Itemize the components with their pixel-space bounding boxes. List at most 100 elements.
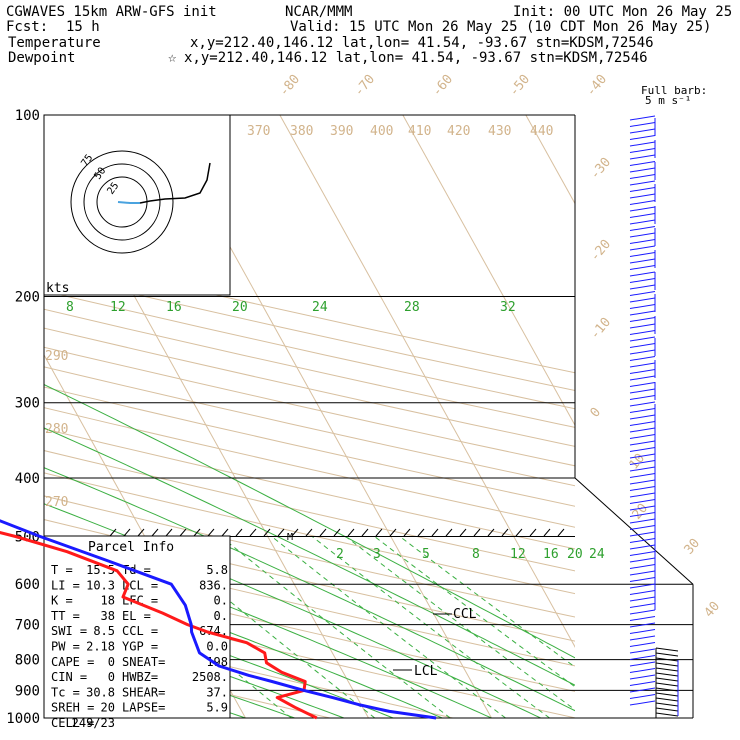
- hatch-mark: [375, 528, 383, 537]
- dry-adiabat: [44, 255, 575, 374]
- mixing-ratio-line: [271, 536, 506, 718]
- wind-barb-low: [655, 697, 679, 702]
- hatch-mark: [137, 528, 145, 537]
- isotherm-line: [279, 115, 575, 648]
- legend-dewpoint-symbol: ☆: [168, 50, 177, 66]
- wind-barb: [629, 135, 656, 140]
- wind-barb-low: [655, 712, 679, 717]
- hatch-mark: [487, 528, 495, 537]
- wind-barb: [629, 213, 656, 218]
- mixing-ratio-label-lower: 5: [422, 547, 430, 562]
- hatch-mark: [123, 528, 131, 537]
- wind-barb: [629, 453, 656, 459]
- wind-barb: [629, 304, 656, 309]
- wind-barb: [629, 401, 656, 407]
- isotherm-line: [402, 115, 575, 427]
- hatch-mark: [235, 528, 243, 537]
- parcel-row-label: PW =: [51, 640, 80, 654]
- mixing-ratio-label-upper: 16: [166, 300, 182, 315]
- parcel-row-label: CCL =: [122, 624, 158, 638]
- model-title: CGWAVES 15km ARW-GFS init: [6, 4, 217, 20]
- pressure-tick-400: 400: [15, 471, 40, 487]
- hatch-mark: [151, 528, 159, 537]
- wind-barb: [629, 174, 656, 179]
- hatch-mark: [389, 528, 397, 537]
- mixing-ratio-line: [345, 536, 575, 711]
- dry-adiabat: [44, 308, 575, 428]
- parcel-row-label: CAPE =: [51, 655, 94, 669]
- wind-barb: [629, 258, 656, 264]
- wind-barb: [629, 473, 656, 478]
- dry-adiabat: [44, 450, 575, 572]
- hodograph-trace-low: [117, 201, 140, 204]
- theta-label-top: 430: [488, 124, 511, 139]
- hatch-mark: [277, 528, 285, 537]
- wind-barb: [629, 232, 656, 238]
- parcel-row-label: YGP =: [122, 640, 158, 654]
- wind-barb: [629, 505, 656, 511]
- isotherm-line: [649, 115, 740, 718]
- legend-dewpoint-name: Dewpoint: [8, 50, 75, 66]
- wind-barb: [629, 115, 656, 121]
- wind-barb: [629, 466, 656, 472]
- wind-barb: [629, 239, 656, 244]
- parcel-row-value: 8.5: [93, 624, 115, 638]
- hatch-marks: [109, 528, 565, 537]
- parcel-row-label: T =: [51, 563, 73, 577]
- mixing-ratio-label-upper: 20: [232, 300, 248, 315]
- mixing-ratio-label-lower: 12: [510, 547, 526, 562]
- wind-barb: [629, 440, 656, 446]
- wind-barb: [629, 369, 656, 374]
- wind-barb: [629, 284, 656, 290]
- moist-adiabat: [44, 613, 345, 718]
- dry-adiabat: [44, 290, 575, 410]
- mixing-ratio-label-upper: 8: [66, 300, 74, 315]
- parcel-row-value: 0.: [214, 594, 228, 608]
- isotherm-label-top: -40: [584, 72, 611, 100]
- pressure-tick-300: 300: [15, 396, 40, 412]
- wind-barb: [629, 382, 656, 387]
- lcl-label: LCL: [414, 664, 438, 679]
- wind-barb: [629, 700, 656, 706]
- parcel-row-value: 5.9: [206, 701, 228, 715]
- hatch-mark: [529, 528, 537, 537]
- isotherm-label-top: -80: [277, 72, 304, 100]
- wind-barb: [629, 362, 656, 368]
- wind-barb: [629, 434, 656, 439]
- wind-barb: [629, 154, 656, 160]
- parcel-row-value: 20: [101, 701, 115, 715]
- parcel-row-label: SREH =: [51, 701, 94, 715]
- mixing-ratio-label-lower: 16: [543, 547, 559, 562]
- wind-barb: [629, 336, 656, 342]
- isotherm-label-right: 30: [682, 536, 704, 558]
- wind-barb: [629, 557, 656, 563]
- mixing-ratio-label-upper: 24: [312, 300, 328, 315]
- wind-barb: [629, 310, 656, 316]
- parcel-row-value: 18: [101, 594, 115, 608]
- wind-barb-low: [655, 662, 679, 667]
- wind-barb: [629, 544, 656, 550]
- wind-barb: [629, 479, 656, 485]
- parcel-row-value: 0: [108, 655, 115, 669]
- wind-barb: [629, 596, 656, 602]
- legend-temperature-name: Temperature: [8, 35, 101, 51]
- wind-barb: [629, 427, 656, 433]
- barb-legend-line1: Full barb:: [641, 84, 707, 97]
- wind-barb: [629, 200, 656, 205]
- parcel-row-label: SHEAR=: [122, 685, 165, 699]
- mixing-ratio-label-upper: 28: [404, 300, 420, 315]
- wind-barb: [629, 421, 656, 426]
- hatch-mark: [361, 528, 369, 537]
- wind-barb: [629, 622, 656, 628]
- wind-barb: [629, 694, 656, 699]
- wind-barb: [629, 349, 656, 355]
- wind-barb-low: [655, 687, 679, 692]
- legend-dewpoint-location: x,y=212.40,146.12 lat,lon= 41.54, -93.67…: [184, 50, 648, 66]
- hodograph-trace: [139, 162, 211, 204]
- theta-label-left: 290: [45, 349, 68, 364]
- wind-barb: [629, 297, 656, 303]
- dry-adiabat: [44, 472, 575, 595]
- wind-barb: [629, 317, 656, 322]
- isotherm-label-right: 40: [702, 599, 724, 621]
- mixing-ratio-line: [150, 536, 376, 718]
